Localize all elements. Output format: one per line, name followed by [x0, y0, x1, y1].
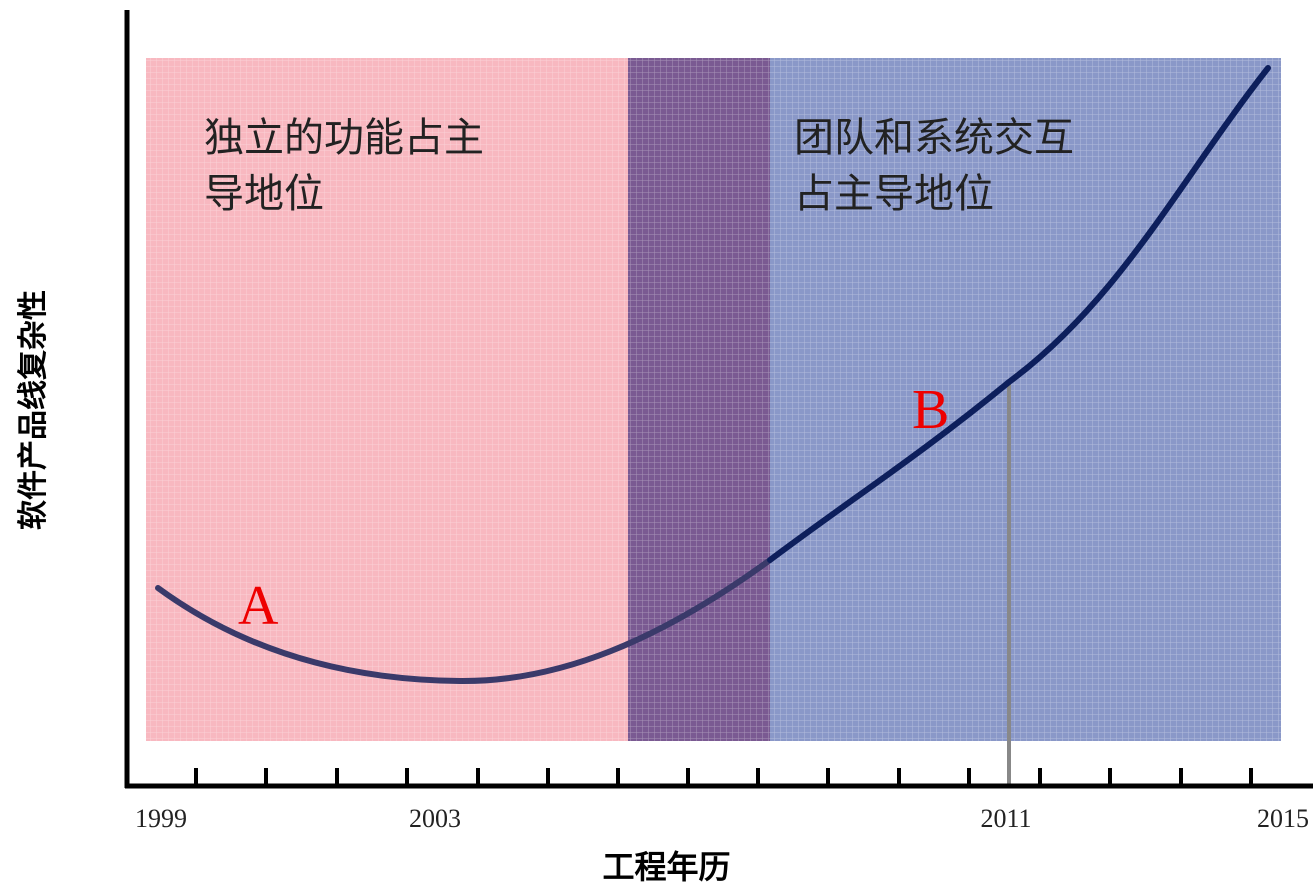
x-tick-label-2003: 2003 — [409, 804, 461, 833]
region-label-independent: 独立的功能占主 导地位 — [204, 115, 484, 217]
point-label-a: A — [238, 575, 279, 637]
x-axis-label: 工程年历 — [602, 848, 731, 886]
x-tick-label-1999: 1999 — [135, 804, 187, 833]
grid-texture — [146, 58, 1281, 741]
x-tick-label-2015: 2015 — [1257, 804, 1309, 833]
x-tick-label-2011: 2011 — [980, 804, 1032, 833]
y-axis-label-container: 软件产品线复杂性 — [8, 230, 52, 590]
region-label-team-interaction: 团队和系统交互 占主导地位 — [794, 115, 1074, 217]
y-axis-label: 软件产品线复杂性 — [16, 290, 51, 530]
complexity-curve-late — [767, 65, 1271, 563]
point-label-b: B — [912, 379, 950, 441]
x-axis-ticks — [194, 768, 1253, 786]
complexity-curve-early — [155, 557, 773, 685]
